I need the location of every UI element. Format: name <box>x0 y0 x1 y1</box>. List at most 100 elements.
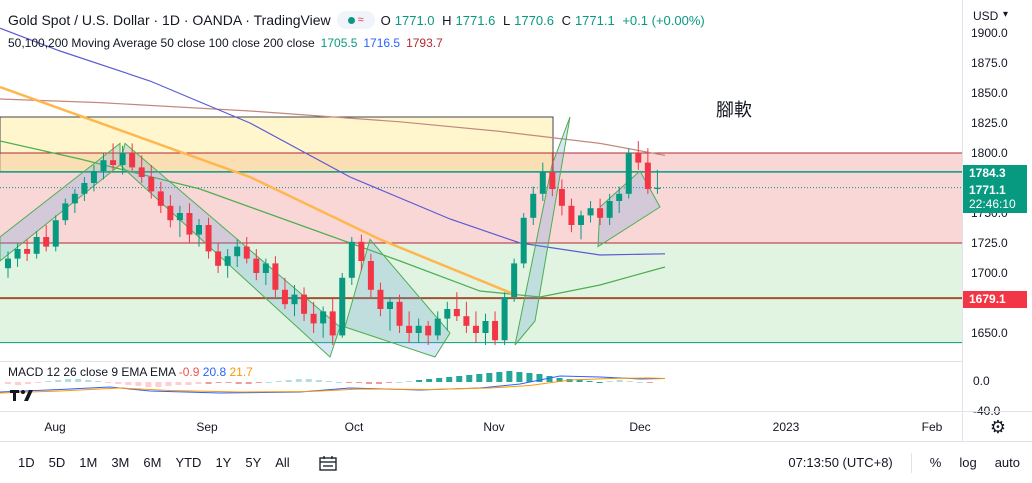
macd-histogram-bar <box>596 382 603 383</box>
price-scale[interactable]: USD ▾ 1900.01875.01850.01825.01800.01775… <box>962 0 1032 418</box>
candle-body <box>425 325 432 336</box>
timeframe-6m-button[interactable]: 6M <box>143 455 162 470</box>
high-value: 1771.6 <box>455 12 496 28</box>
date-range-calendar-icon[interactable] <box>319 455 337 471</box>
moving-average-legend[interactable]: 50,100,200 Moving Average 50 close 100 c… <box>8 36 443 50</box>
candle-body <box>253 258 260 273</box>
macd-histogram-bar <box>295 379 302 382</box>
macd-svg[interactable] <box>0 362 962 412</box>
level-label-upper: 1784.3 <box>963 165 1027 182</box>
macd-histogram-bar <box>5 382 11 384</box>
macd-histogram-bar <box>25 382 32 384</box>
bottom-toolbar: 1D 5D 1M 3M 6M YTD 1Y 5Y All 07:13:50 (U… <box>0 441 1032 483</box>
macd-histogram-bar <box>265 382 272 383</box>
wave-icon: ≈ <box>357 14 364 26</box>
candle-body <box>243 246 250 259</box>
price-chart-pane[interactable]: Gold Spot / U.S. Dollar · 1D · OANDA · T… <box>0 0 962 360</box>
candle-body <box>348 241 355 278</box>
macd-histogram-bar <box>576 380 583 382</box>
candle-body <box>501 297 508 341</box>
candle-body <box>339 277 346 336</box>
macd-histogram-bar <box>195 382 202 384</box>
candle-body <box>90 171 97 183</box>
macd-histogram-bar <box>15 382 22 385</box>
macd-histogram-bar <box>95 381 102 382</box>
divider <box>910 452 912 473</box>
ma100-value: 1716.5 <box>363 36 401 50</box>
candle-body <box>578 215 584 225</box>
percent-scale-toggle[interactable]: % <box>929 455 942 470</box>
macd-histogram-bar <box>65 379 72 382</box>
macd-histogram-bar <box>185 382 192 385</box>
candle-body <box>415 325 422 333</box>
ma50-value: 1705.5 <box>320 36 358 50</box>
candle-body <box>215 251 222 266</box>
low-value: 1770.6 <box>514 12 554 28</box>
candle-body <box>520 217 527 264</box>
candle-body <box>320 311 327 324</box>
high-label: H <box>442 12 452 28</box>
timeframe-all-button[interactable]: All <box>275 455 290 470</box>
time-axis[interactable]: Aug Sep Oct Nov Dec 2023 Feb <box>0 411 962 442</box>
chart-annotation[interactable]: 腳軟 <box>716 100 752 120</box>
change-value: +0.1 (+0.00%) <box>622 12 705 28</box>
price-chart-svg[interactable] <box>0 0 962 360</box>
macd-histogram-bar <box>235 382 242 384</box>
ma200-line <box>0 98 666 156</box>
macd-histogram-bar <box>416 380 423 382</box>
timeframe-3m-button[interactable]: 3M <box>111 455 130 470</box>
candle-body <box>587 208 594 216</box>
timeframe-ytd-button[interactable]: YTD <box>175 455 202 470</box>
candle-body <box>463 316 470 326</box>
macd-legend[interactable]: MACD 12 26 close 9 EMA EMA -0.9 20.8 21.… <box>8 365 253 379</box>
macd-histogram-bar <box>275 381 282 382</box>
price-tick: 1700.0 <box>971 266 1008 280</box>
clock-timezone[interactable]: 07:13:50 (UTC+8) <box>788 455 893 470</box>
macd-histogram-bar <box>626 381 633 382</box>
macd-histogram-bar <box>315 380 322 382</box>
candle-body <box>234 246 241 257</box>
macd-pane[interactable]: MACD 12 26 close 9 EMA EMA -0.9 20.8 21.… <box>0 361 962 412</box>
macd-histogram-bar <box>125 382 132 385</box>
timeframe-1y-button[interactable]: 1Y <box>215 455 232 470</box>
timeframe-1m-button[interactable]: 1M <box>79 455 98 470</box>
price-tick: 1650.0 <box>971 326 1008 340</box>
macd-histogram-bar <box>55 380 62 382</box>
auto-scale-toggle[interactable]: auto <box>994 455 1020 470</box>
market-open-dot-icon <box>347 16 355 24</box>
symbol-title[interactable]: Gold Spot / U.S. Dollar · 1D · OANDA · T… <box>8 12 331 28</box>
macd-histogram-bar <box>396 382 403 383</box>
candle-body <box>654 187 661 189</box>
currency-chevron-down-icon[interactable]: ▾ <box>1003 9 1009 20</box>
timeframe-buttons: 1D 5D 1M 3M 6M YTD 1Y 5Y All <box>11 455 297 470</box>
time-tick-feb: Feb <box>921 420 943 434</box>
candle-body <box>167 205 174 221</box>
log-scale-toggle[interactable]: log <box>959 455 977 470</box>
macd-histogram-bar <box>35 382 42 383</box>
candle-body <box>148 177 155 192</box>
candle-body <box>444 309 451 319</box>
candle-body <box>482 321 489 333</box>
price-tick: 1850.0 <box>971 86 1008 100</box>
market-status-badge[interactable]: ≈ <box>336 11 375 29</box>
candle-body <box>472 325 479 333</box>
tradingview-logo[interactable] <box>10 388 34 404</box>
candle-body <box>119 153 126 165</box>
candle-body <box>635 153 642 163</box>
macd-histogram-bar <box>646 382 653 383</box>
low-label: L <box>502 12 511 28</box>
chart-settings-gear-icon[interactable]: ⚙ <box>962 411 1032 442</box>
macd-histogram-bar <box>616 380 623 382</box>
ma-legend-label: 50,100,200 Moving Average 50 close 100 c… <box>8 36 315 50</box>
currency-label[interactable]: USD <box>973 9 999 23</box>
candle-body <box>196 225 202 235</box>
candle-body <box>157 191 164 206</box>
candle-body <box>62 203 69 221</box>
close-label: C <box>561 12 571 28</box>
macd-histogram-bar <box>365 382 372 384</box>
macd-histogram-bar <box>526 373 533 382</box>
timeframe-1d-button[interactable]: 1D <box>18 455 35 470</box>
candle-body <box>301 294 308 314</box>
timeframe-5d-button[interactable]: 5D <box>48 455 66 470</box>
timeframe-5y-button[interactable]: 5Y <box>245 455 262 470</box>
